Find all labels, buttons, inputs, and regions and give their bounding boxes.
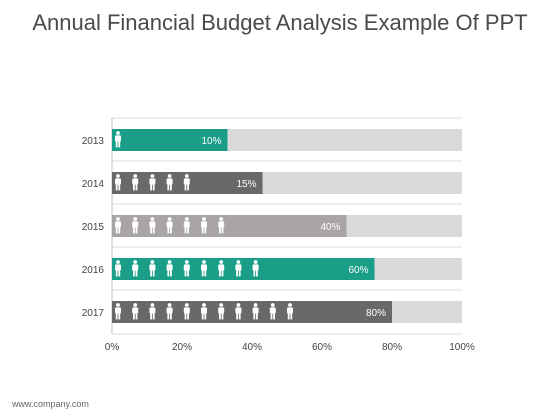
person-icon xyxy=(235,303,242,320)
category-label: 2016 xyxy=(82,265,105,276)
person-icon xyxy=(132,260,139,277)
data-label: 60% xyxy=(348,265,368,276)
data-label: 40% xyxy=(320,222,340,233)
person-icon xyxy=(252,303,259,320)
person-icons xyxy=(115,131,293,320)
person-icon xyxy=(115,131,121,148)
person-icon xyxy=(252,260,259,277)
person-icon xyxy=(149,260,156,277)
person-icon xyxy=(149,174,156,191)
person-icon xyxy=(218,217,225,234)
x-tick-label: 60% xyxy=(312,342,332,353)
x-axis-ticks: 0% 20% 40% 60% 80% 100% xyxy=(105,342,475,353)
person-icon xyxy=(201,303,207,320)
bar xyxy=(112,215,347,237)
person-icon xyxy=(269,303,276,320)
person-icon xyxy=(149,303,156,320)
data-labels: 10% 15% 40% 60% 80% xyxy=(201,136,386,319)
person-icon xyxy=(183,217,190,234)
person-icon xyxy=(235,260,242,277)
person-icon xyxy=(115,174,121,191)
person-icon xyxy=(149,217,156,234)
data-label: 10% xyxy=(201,136,221,147)
data-label: 15% xyxy=(236,179,256,190)
person-icon xyxy=(183,260,190,277)
person-icon xyxy=(115,303,121,320)
person-icon xyxy=(201,260,207,277)
person-icon xyxy=(115,217,121,234)
x-tick-label: 0% xyxy=(105,342,120,353)
person-icon xyxy=(183,174,190,191)
person-icon xyxy=(166,217,173,234)
person-icon xyxy=(201,217,207,234)
category-label: 2017 xyxy=(82,308,105,319)
x-tick-label: 40% xyxy=(242,342,262,353)
bar xyxy=(112,301,392,323)
category-labels: 2013 2014 2015 2016 2017 xyxy=(82,136,105,319)
person-icon xyxy=(183,303,190,320)
x-tick-label: 100% xyxy=(449,342,475,353)
person-icon xyxy=(132,174,139,191)
person-icon xyxy=(115,260,121,277)
person-icon xyxy=(287,303,293,320)
x-tick-label: 20% xyxy=(172,342,192,353)
category-label: 2013 xyxy=(82,136,105,147)
person-icon xyxy=(132,217,139,234)
bar xyxy=(112,129,228,151)
person-icon xyxy=(166,303,173,320)
person-icon xyxy=(166,174,173,191)
footer-url: www.company.com xyxy=(12,399,89,409)
person-icon xyxy=(218,260,225,277)
person-icon xyxy=(166,260,173,277)
category-label: 2014 xyxy=(82,179,105,190)
data-label: 80% xyxy=(366,308,386,319)
person-icon xyxy=(132,303,139,320)
grid-lines xyxy=(111,117,462,335)
bar xyxy=(112,258,375,280)
chart-title: Annual Financial Budget Analysis Example… xyxy=(32,10,528,35)
x-tick-label: 80% xyxy=(382,342,402,353)
category-label: 2015 xyxy=(82,222,105,233)
person-icon xyxy=(218,303,225,320)
